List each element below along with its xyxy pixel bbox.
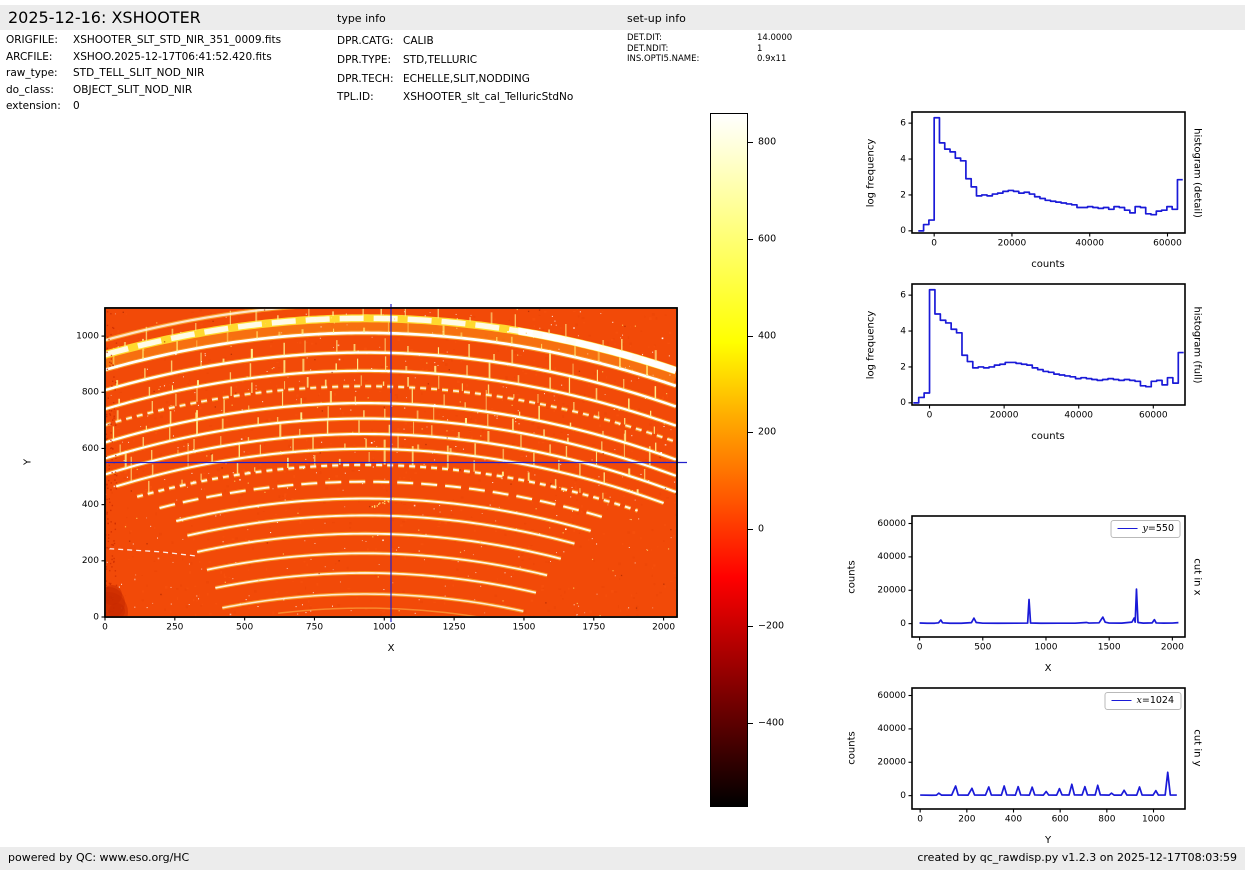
colorbar-tick-label: 400 (758, 330, 777, 342)
colorbar-tick-label: 0 (758, 523, 765, 535)
info-label: do_class: (6, 83, 54, 96)
info-row: TPL.ID: XSHOOTER_slt_cal_TelluricStdNo (337, 88, 573, 107)
info-row: INS.OPTI5.NAME: 0.9x11 (627, 54, 792, 65)
colorbar (710, 113, 748, 807)
info-label: extension: (6, 100, 61, 113)
info-label: DET.NDIT: (627, 43, 669, 54)
footer-left-text: powered by QC: www.eso.org/HC (8, 851, 190, 864)
info-row: ORIGFILE: XSHOOTER_SLT_STD_NIR_351_0009.f… (6, 32, 281, 49)
info-value: ECHELLE,SLIT,NODDING (403, 72, 530, 85)
info-label: TPL.ID: (337, 91, 374, 104)
info-label: ORIGFILE: (6, 34, 58, 46)
info-value: OBJECT_SLIT_NOD_NIR (73, 83, 193, 96)
colorbar-tick-label: 200 (758, 426, 777, 438)
info-value: STD_TELL_SLIT_NOD_NIR (73, 67, 205, 80)
info-value: 1 (757, 43, 763, 54)
info-label: ARCFILE: (6, 50, 53, 63)
footer-right-text: created by qc_rawdisp.py v1.2.3 on 2025-… (917, 851, 1237, 864)
header-bar (0, 5, 1245, 30)
setup-info-heading: set-up info (627, 12, 686, 25)
hist-detail-ylabel: log frequency (865, 138, 877, 208)
legend-line-sample (1117, 528, 1138, 529)
type-info-list: DPR.CATG: CALIB DPR.TYPE: STD,TELLURIC DPR.T… (337, 32, 573, 107)
info-value: XSHOO.2025-12-17T06:41:52.420.fits (73, 50, 272, 63)
info-value: STD,TELLURIC (403, 53, 478, 66)
info-value: 0 (73, 100, 80, 113)
info-label: DPR.CATG: (337, 35, 394, 47)
cut-y-side-label: cut in y (1191, 729, 1203, 767)
info-row: DPR.TYPE: STD,TELLURIC (337, 51, 573, 70)
info-value: XSHOOTER_SLT_STD_NIR_351_0009.fits (73, 34, 282, 46)
hist-full-xlabel: counts (1031, 431, 1065, 442)
info-label: INS.OPTI5.NAME: (627, 54, 700, 65)
info-label: raw_type: (6, 67, 58, 80)
footer-bar (0, 847, 1245, 870)
page-title: 2025-12-16: XSHOOTER (8, 8, 201, 27)
colorbar-tick-mark (747, 335, 753, 337)
legend-value: =550 (1147, 523, 1174, 534)
cut-x-side-label: cut in x (1191, 558, 1203, 596)
info-value: 0.9x11 (757, 54, 787, 65)
cut-y-ylabel: counts (846, 731, 858, 765)
colorbar-tick-mark (747, 238, 753, 240)
info-row: extension: 0 (6, 98, 281, 115)
cut-x-ylabel: counts (846, 560, 858, 594)
colorbar-tick-label: −200 (758, 620, 785, 632)
info-label: DET.DIT: (627, 33, 662, 43)
cut-x-legend: y=550 (1110, 520, 1181, 538)
info-row: DPR.CATG: CALIB (337, 32, 573, 51)
info-value: XSHOOTER_slt_cal_TelluricStdNo (403, 91, 574, 104)
colorbar-tick-mark (747, 722, 753, 724)
hist-full-ylabel: log frequency (865, 310, 877, 380)
info-row: ARCFILE: XSHOO.2025-12-17T06:41:52.420.fi… (6, 49, 281, 66)
info-row: DPR.TECH: ECHELLE,SLIT,NODDING (337, 70, 573, 89)
cut-x-xlabel: X (1044, 663, 1052, 674)
colorbar-tick-mark (747, 432, 753, 434)
hist-detail-xlabel: counts (1031, 259, 1065, 270)
legend-variable: x (1136, 695, 1142, 706)
legend-variable: y (1142, 523, 1148, 534)
colorbar-tick-mark (747, 529, 753, 531)
legend-value: =1024 (1141, 695, 1174, 706)
info-label: DPR.TYPE: (337, 53, 392, 66)
colorbar-tick-label: 800 (758, 136, 777, 148)
info-label: DPR.TECH: (337, 72, 394, 85)
cut-y-xlabel: Y (1044, 835, 1052, 846)
setup-info-list: DET.DIT: 14.0000 DET.NDIT: 1 INS.OPTI5.NAME:… (627, 33, 792, 65)
info-row: DET.DIT: 14.0000 (627, 33, 792, 44)
type-info-heading: type info (337, 12, 386, 25)
main-xaxis-label: X (387, 643, 395, 654)
legend-line-sample (1111, 700, 1132, 701)
colorbar-tick-label: −400 (758, 717, 785, 729)
hist-full-side-label: histogram (full) (1191, 306, 1203, 384)
info-value: 14.0000 (757, 33, 793, 43)
colorbar-tick-mark (747, 142, 753, 144)
colorbar-tick-mark (747, 625, 753, 627)
info-row: do_class: OBJECT_SLIT_NOD_NIR (6, 82, 281, 99)
main-yaxis-label: Y (22, 458, 34, 466)
colorbar-tick-label: 600 (758, 233, 777, 245)
info-row: raw_type: STD_TELL_SLIT_NOD_NIR (6, 65, 281, 82)
file-info-list: ORIGFILE: XSHOOTER_SLT_STD_NIR_351_0009.f… (6, 32, 281, 115)
cut-y-legend: x=1024 (1104, 692, 1181, 710)
info-value: CALIB (403, 35, 434, 47)
info-row: DET.NDIT: 1 (627, 44, 792, 55)
hist-detail-side-label: histogram (detail) (1191, 128, 1203, 218)
